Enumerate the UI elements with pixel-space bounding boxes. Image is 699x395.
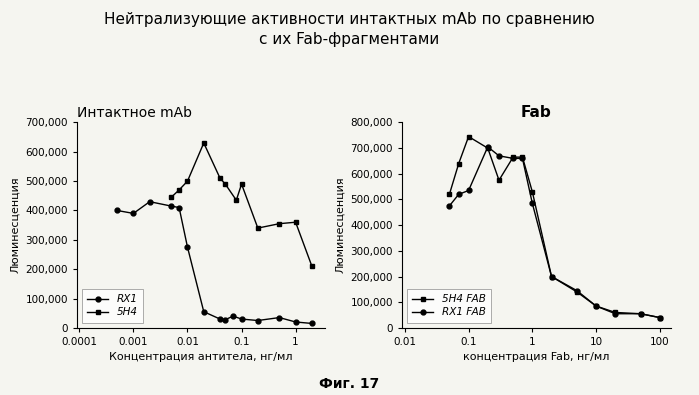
5H4 (275, 221, 284, 226)
5H4 FAB (464, 134, 473, 139)
5H4 FAB (454, 161, 463, 166)
RX1 FAB (484, 145, 492, 149)
5H4 FAB (495, 178, 503, 182)
5H4 FAB (656, 315, 664, 320)
5H4 (232, 198, 240, 203)
X-axis label: Концентрация антитела, нг/мл: Концентрация антитела, нг/мл (109, 352, 293, 363)
RX1 (221, 317, 229, 322)
5H4 (183, 179, 192, 184)
Line: RX1: RX1 (115, 199, 315, 326)
RX1 FAB (636, 311, 644, 316)
RX1 (254, 318, 262, 323)
Text: Интактное mAb: Интактное mAb (77, 106, 192, 120)
RX1 FAB (509, 156, 517, 161)
5H4 (216, 176, 224, 181)
5H4 (291, 220, 300, 225)
RX1 (129, 211, 138, 216)
5H4 (175, 188, 183, 192)
RX1 (175, 205, 183, 210)
RX1 FAB (656, 315, 664, 320)
5H4 FAB (592, 304, 600, 308)
5H4 (308, 264, 316, 269)
5H4 FAB (528, 189, 537, 194)
5H4 (238, 182, 246, 186)
5H4 FAB (445, 192, 454, 197)
Legend: RX1, 5H4: RX1, 5H4 (82, 289, 143, 323)
RX1 (167, 204, 175, 209)
Text: Нейтрализующие активности интактных mAb по сравнению
с их Fab-фрагментами: Нейтрализующие активности интактных mAb … (104, 12, 595, 47)
5H4 FAB (518, 155, 526, 160)
RX1 FAB (518, 156, 526, 161)
5H4 (167, 195, 175, 199)
5H4 FAB (484, 146, 492, 150)
RX1 (229, 314, 238, 318)
Text: Фиг. 17: Фиг. 17 (319, 377, 380, 391)
5H4 (221, 182, 229, 186)
5H4 (200, 141, 208, 145)
5H4 FAB (611, 310, 619, 315)
RX1 (216, 317, 224, 322)
RX1 (275, 315, 284, 320)
RX1 FAB (528, 201, 537, 206)
Y-axis label: Люминесценция: Люминесценция (10, 177, 20, 273)
RX1 FAB (611, 311, 619, 316)
RX1 (145, 199, 154, 204)
5H4 FAB (547, 274, 556, 279)
RX1 FAB (454, 192, 463, 197)
RX1 (291, 320, 300, 324)
5H4 FAB (509, 155, 517, 160)
Title: Fab: Fab (521, 105, 552, 120)
Line: 5H4 FAB: 5H4 FAB (447, 134, 662, 320)
RX1 (308, 321, 316, 326)
Line: RX1 FAB: RX1 FAB (447, 145, 662, 320)
RX1 FAB (572, 288, 581, 293)
X-axis label: концентрация Fab, нг/мл: концентрация Fab, нг/мл (463, 352, 610, 363)
RX1 FAB (547, 274, 556, 279)
5H4 FAB (572, 290, 581, 294)
RX1 FAB (592, 304, 600, 308)
Y-axis label: Люминесценция: Люминесценция (335, 177, 345, 273)
5H4 (254, 226, 262, 230)
RX1 FAB (495, 153, 503, 158)
RX1 (200, 309, 208, 314)
Legend: 5H4 FAB, RX1 FAB: 5H4 FAB, RX1 FAB (407, 289, 491, 323)
Line: 5H4: 5H4 (168, 141, 315, 269)
RX1 (238, 317, 246, 322)
RX1 FAB (445, 203, 454, 208)
5H4 FAB (636, 311, 644, 316)
RX1 (183, 245, 192, 250)
RX1 FAB (464, 188, 473, 193)
RX1 (113, 208, 122, 213)
